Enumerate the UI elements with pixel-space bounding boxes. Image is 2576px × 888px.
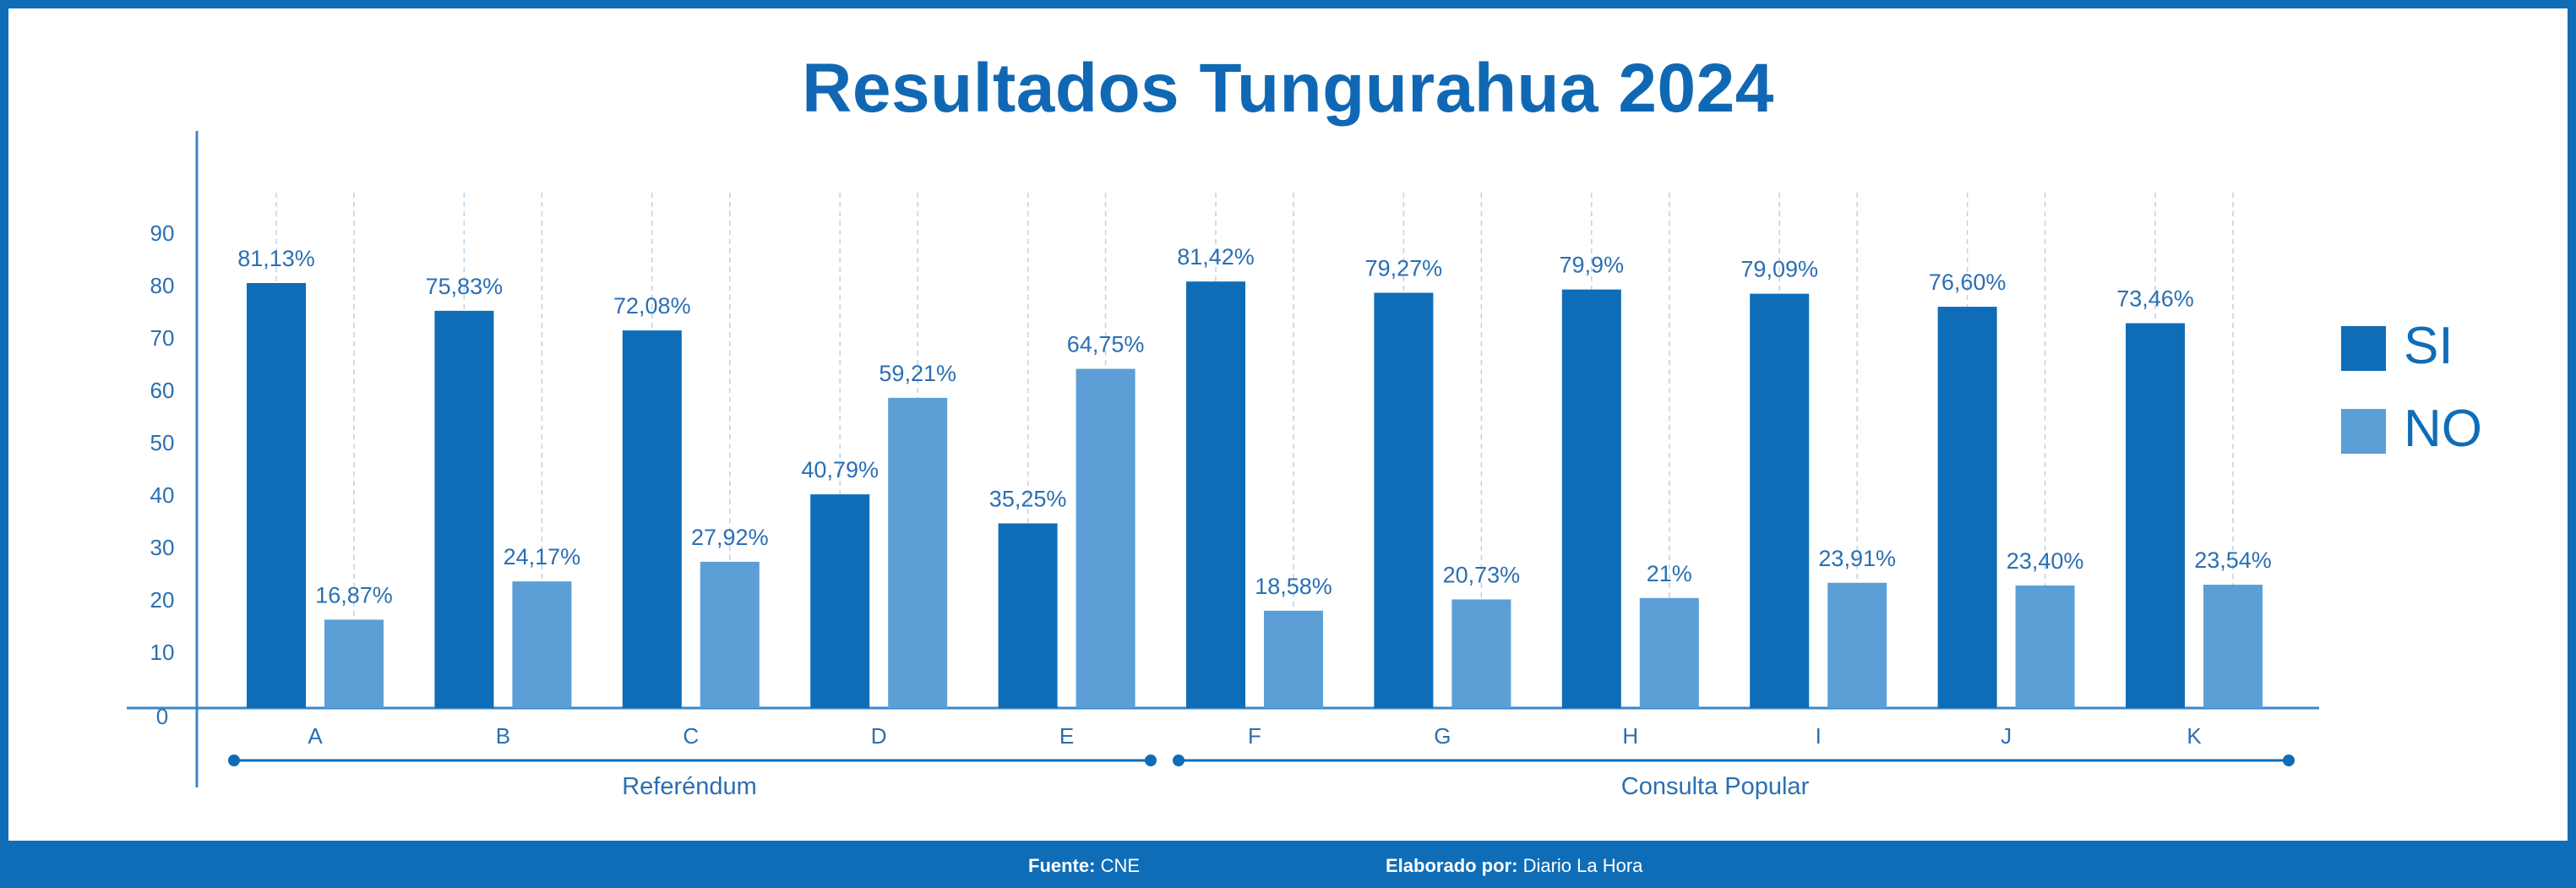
- group-bracket-dot: [2283, 755, 2295, 766]
- y-tick-label: 60: [150, 378, 175, 403]
- bar-no: [1827, 582, 1887, 708]
- data-label: 79,9%: [1560, 253, 1625, 278]
- footer-bar: Fuente: CNE Elaborado por: Diario La Hor…: [0, 845, 2576, 888]
- y-tick-label: 30: [150, 535, 175, 560]
- data-label: 72,08%: [613, 293, 691, 319]
- bar-no: [324, 619, 384, 708]
- x-tick-label: J: [2001, 723, 2012, 749]
- data-label: 75,83%: [426, 274, 504, 299]
- x-tick-label: A: [308, 723, 323, 749]
- bar-no: [2203, 585, 2263, 708]
- y-tick-label: 20: [150, 587, 175, 613]
- bar-chart: 0 10 20 30 40 50 60 70 80 90 81,13% 16,87% A 75,83% 24…: [127, 131, 2482, 800]
- y-tick-label: 70: [150, 325, 175, 351]
- data-label: 20,73%: [1443, 562, 1521, 587]
- data-label: 24,17%: [504, 544, 581, 569]
- data-label: 81,42%: [1177, 244, 1255, 270]
- x-tick-label: H: [1622, 723, 1638, 749]
- data-label: 23,54%: [2194, 548, 2272, 573]
- x-tick-label: K: [2187, 723, 2202, 749]
- data-label: 59,21%: [879, 361, 956, 386]
- y-tick-label: 80: [150, 273, 175, 298]
- data-label: 23,40%: [2007, 548, 2084, 574]
- x-tick-label: C: [683, 723, 699, 749]
- data-label: 23,91%: [1818, 546, 1896, 571]
- data-label: 79,09%: [1740, 257, 1818, 282]
- group-bracket-dot: [1145, 755, 1157, 766]
- legend-swatch-si: [2341, 326, 2386, 371]
- bar-no: [888, 397, 948, 708]
- bar-no: [1264, 610, 1323, 708]
- data-label: 18,58%: [1255, 574, 1332, 599]
- data-label: 73,46%: [2116, 286, 2194, 312]
- bar-si: [998, 523, 1058, 708]
- bar-si: [1937, 307, 1997, 708]
- bar-si: [2126, 323, 2185, 708]
- bar-no: [1076, 368, 1136, 708]
- x-tick-label: B: [496, 723, 510, 749]
- bar-no: [1451, 599, 1511, 708]
- y-tick-label: 90: [150, 221, 175, 246]
- x-tick-label: E: [1059, 723, 1074, 749]
- group-bracket-dot: [1173, 755, 1185, 766]
- legend-label: NO: [2404, 400, 2482, 458]
- bar-no: [512, 581, 572, 708]
- bar-si: [810, 494, 870, 708]
- legend-swatch-no: [2341, 409, 2386, 454]
- data-label: 16,87%: [315, 582, 393, 607]
- data-label: 64,75%: [1067, 332, 1145, 357]
- bar-si: [1186, 281, 1245, 708]
- data-label: 21%: [1647, 561, 1692, 586]
- bar-si: [1750, 293, 1810, 708]
- data-label: 35,25%: [989, 486, 1067, 511]
- data-label: 79,27%: [1365, 256, 1443, 281]
- y-tick-label: 0: [156, 704, 168, 729]
- legend-label: SI: [2404, 317, 2453, 375]
- bar-si: [247, 282, 306, 708]
- bar-no: [1639, 597, 1699, 708]
- y-tick-label: 10: [150, 640, 175, 665]
- data-label: 27,92%: [691, 525, 769, 550]
- y-tick-label: 40: [150, 482, 175, 508]
- data-label: 81,13%: [237, 246, 315, 271]
- bar-si: [622, 330, 682, 708]
- x-tick-label: G: [1434, 723, 1451, 749]
- group-bracket-dot: [228, 755, 240, 766]
- group-label: Referéndum: [622, 773, 757, 800]
- chart-title: Resultados Tungurahua 2024: [802, 50, 1774, 127]
- bar-si: [1561, 289, 1621, 708]
- bar-si: [1374, 292, 1434, 708]
- x-tick-label: F: [1248, 723, 1261, 749]
- bar-si: [434, 310, 494, 708]
- data-label: 40,79%: [801, 457, 879, 482]
- footer-source: Fuente: CNE: [1028, 855, 1141, 876]
- group-label: Consulta Popular: [1621, 773, 1810, 800]
- y-tick-label: 50: [150, 430, 175, 455]
- x-tick-label: I: [1816, 723, 1822, 749]
- bar-no: [700, 561, 760, 708]
- footer-author: Elaborado por: Diario La Hora: [1386, 855, 1643, 876]
- data-label: 76,60%: [1929, 270, 2007, 295]
- bar-no: [2015, 585, 2075, 708]
- x-tick-label: D: [871, 723, 887, 749]
